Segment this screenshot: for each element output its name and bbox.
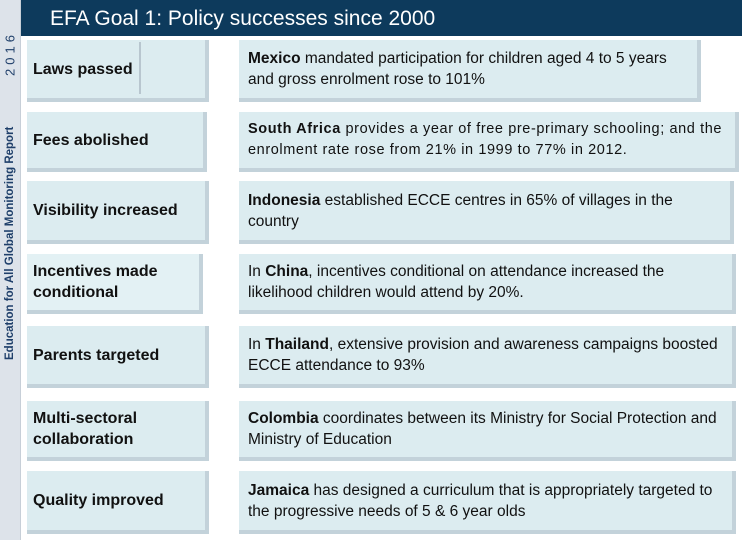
report-name: Education for All Global Monitoring Repo…	[4, 126, 16, 360]
policy-label: Incentives made conditional	[27, 254, 203, 314]
country-name: Thailand	[265, 336, 329, 353]
description-text: Mexico mandated participation for childr…	[248, 50, 667, 88]
policy-label-text: Quality improved	[33, 492, 164, 509]
policy-description: South Africa provides a year of free pre…	[239, 112, 739, 172]
policy-label-text: Visibility increased	[33, 202, 178, 219]
policy-label: Laws passed	[27, 40, 209, 102]
description-text: Indonesia established ECCE centres in 65…	[248, 191, 673, 230]
policy-description: In China, incentives conditional on atte…	[239, 254, 736, 314]
policy-description: Mexico mandated participation for childr…	[239, 40, 701, 102]
policy-label-text: Incentives made conditional	[33, 263, 158, 301]
policy-label-text: Parents targeted	[33, 346, 160, 364]
cell-divider	[139, 42, 141, 94]
country-name: Indonesia	[248, 191, 321, 209]
policy-label: Visibility increased	[27, 181, 209, 244]
policy-label: Multi-sectoral collaboration	[27, 401, 209, 461]
policy-label: Parents targeted	[27, 326, 209, 388]
description-text: In China, incentives conditional on atte…	[248, 263, 665, 301]
policy-description: Colombia coordinates between its Ministr…	[239, 401, 736, 461]
description-text: In Thailand, extensive provision and awa…	[248, 336, 718, 374]
policy-label-text: Multi-sectoral collaboration	[33, 410, 138, 448]
country-name: Colombia	[248, 410, 319, 427]
policy-label: Fees abolished	[27, 112, 207, 172]
policy-description: In Thailand, extensive provision and awa…	[239, 326, 736, 388]
slide-title: EFA Goal 1: Policy successes since 2000	[50, 7, 436, 30]
policy-label-text: Laws passed	[33, 60, 133, 78]
description-text: South Africa provides a year of free pre…	[248, 121, 723, 158]
policy-label-text: Fees abolished	[33, 131, 149, 149]
description-text: Jamaica has designed a curriculum that i…	[248, 481, 713, 520]
policy-description: Jamaica has designed a curriculum that i…	[239, 471, 736, 534]
report-sidebar: 2016 Education for All Global Monitoring…	[0, 0, 21, 540]
description-text: Colombia coordinates between its Ministr…	[248, 410, 717, 448]
title-bar: EFA Goal 1: Policy successes since 2000	[21, 0, 742, 36]
country-name: Mexico	[248, 50, 301, 67]
policy-description: Indonesia established ECCE centres in 65…	[239, 181, 734, 244]
country-name: South Africa	[248, 121, 341, 137]
country-name: China	[265, 263, 309, 280]
country-name: Jamaica	[248, 481, 310, 499]
report-year: 2016	[2, 31, 18, 77]
policy-label: Quality improved	[27, 471, 209, 534]
